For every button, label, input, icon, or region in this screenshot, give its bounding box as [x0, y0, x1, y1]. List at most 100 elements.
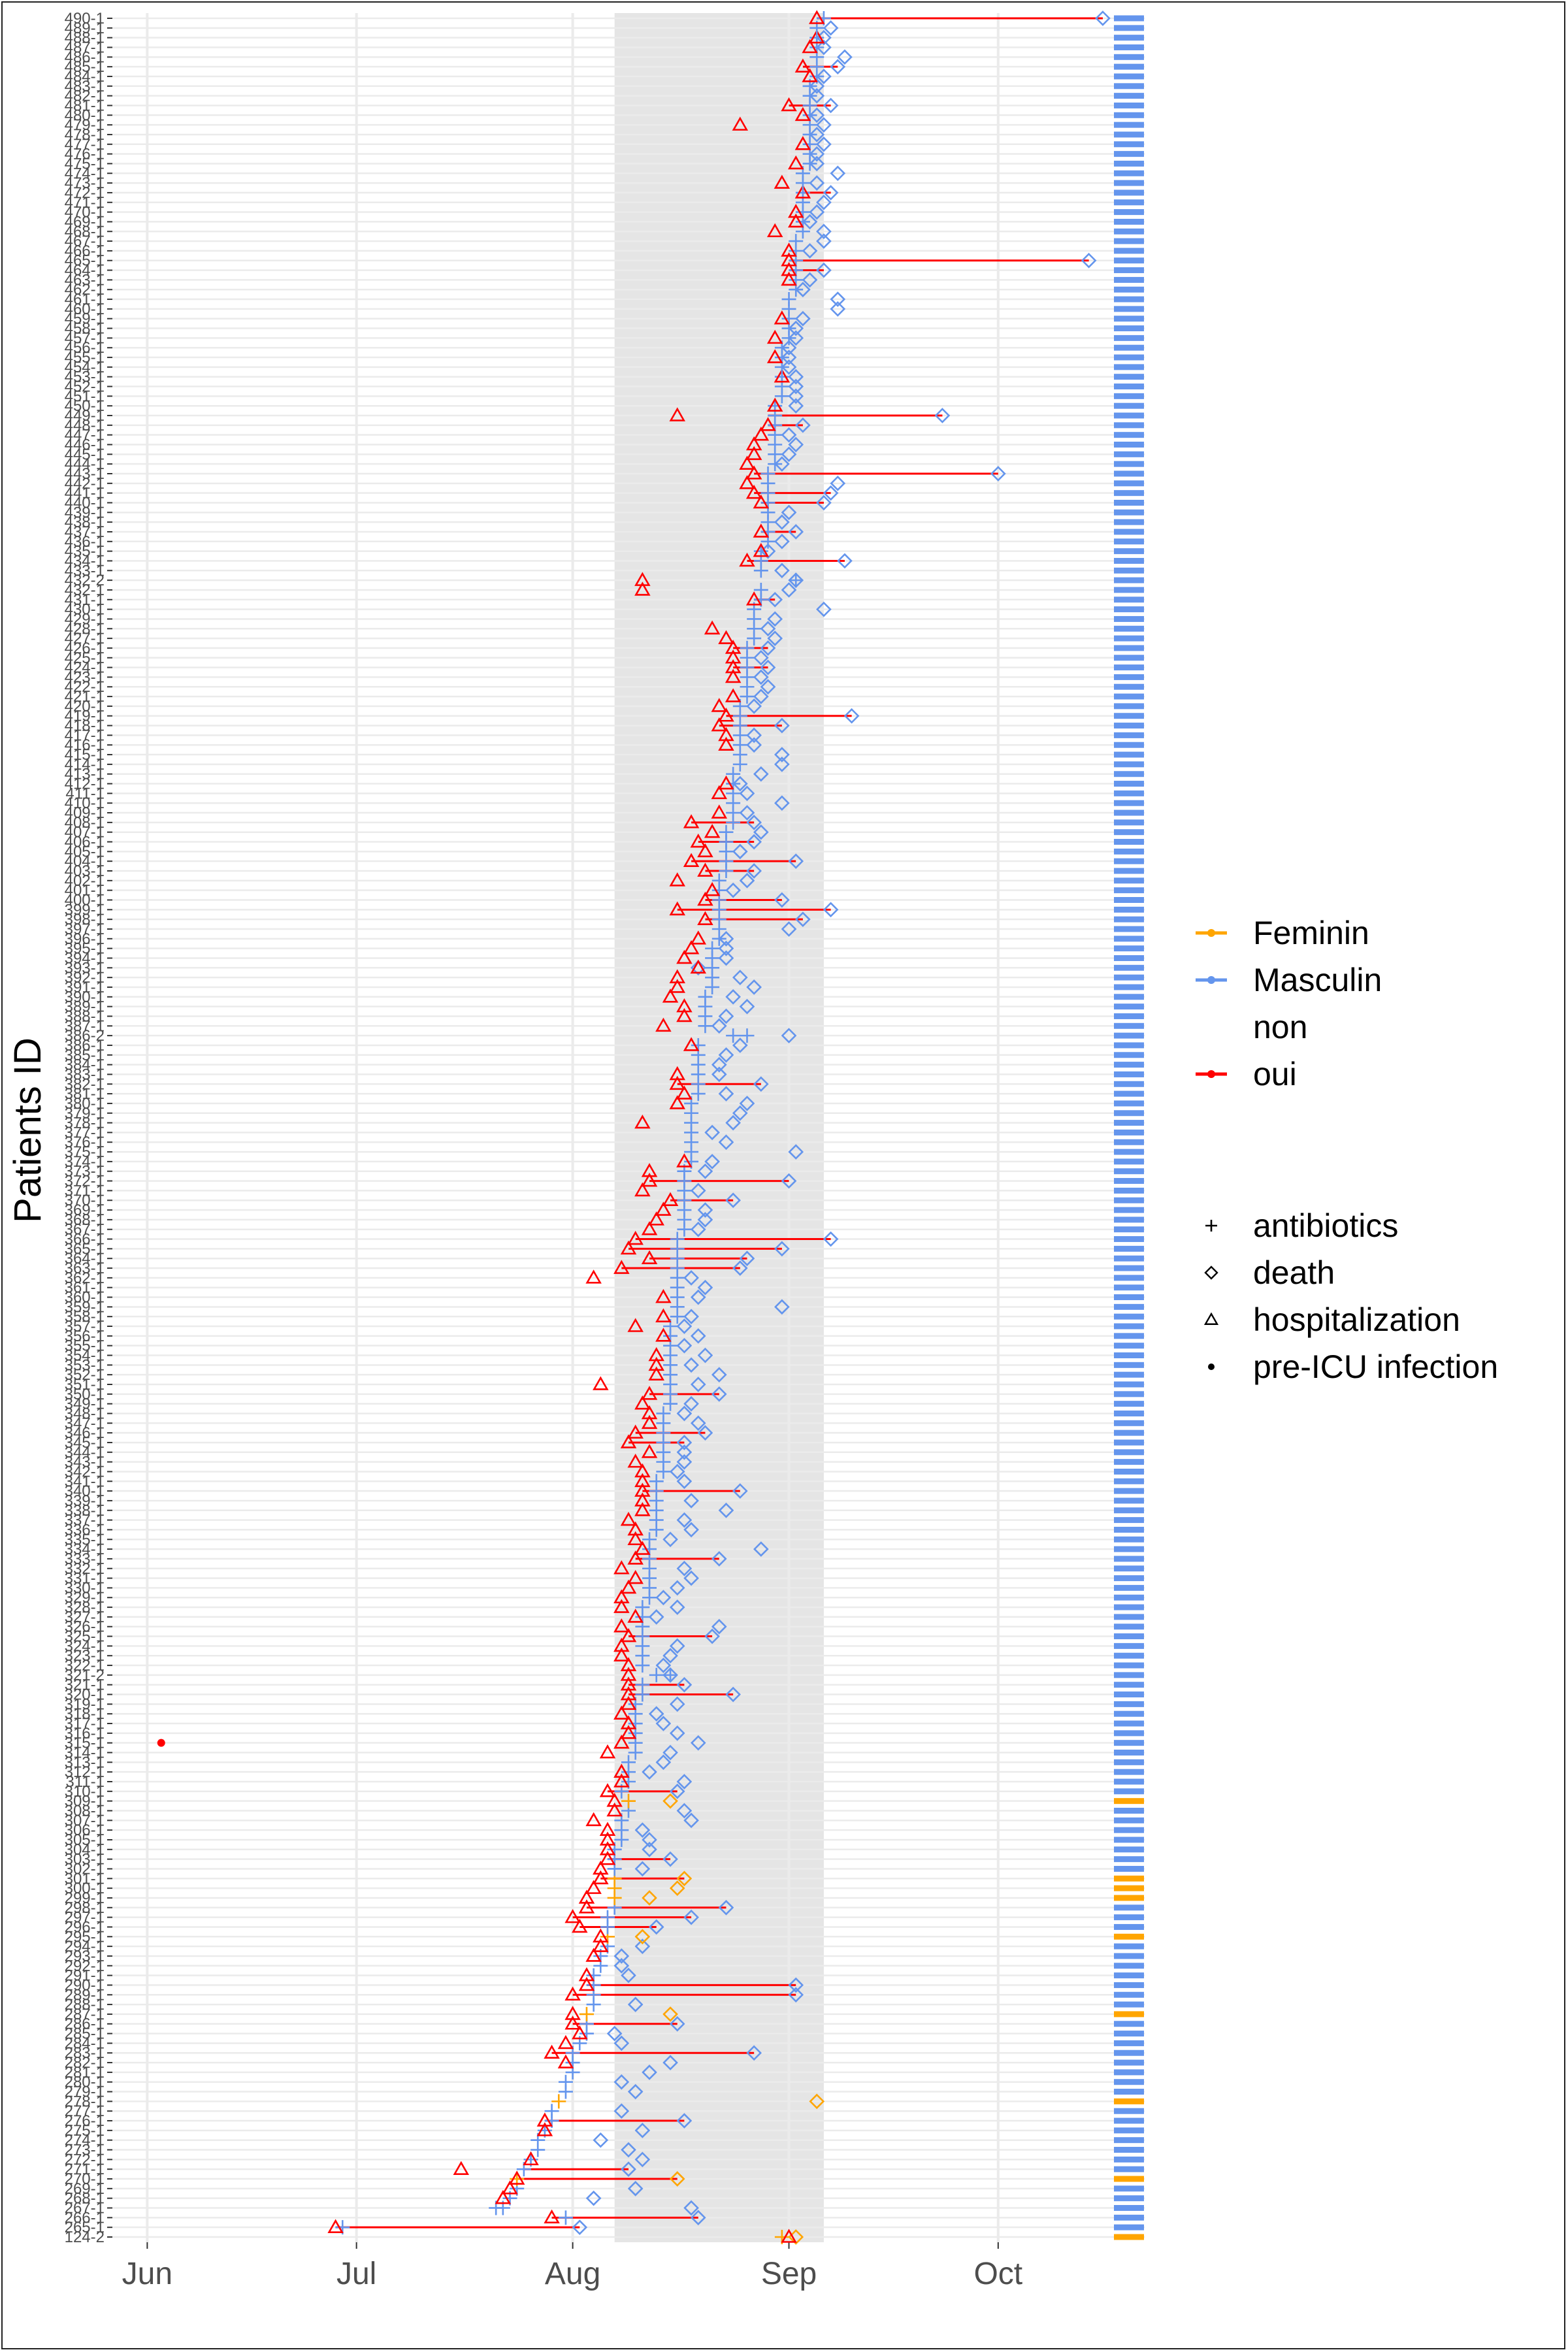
- y-tick-label: 489-1: [65, 20, 105, 37]
- death-point: [739, 1096, 755, 1111]
- hospitalization-point: [676, 949, 693, 964]
- death-point: [718, 940, 734, 956]
- y-tick-label: 477-1: [65, 136, 105, 154]
- y-tick-label: 344-1: [65, 1444, 105, 1462]
- y-tick-label: 325-1: [65, 1628, 105, 1646]
- death-point: [781, 340, 797, 356]
- death-point: [634, 1861, 651, 1877]
- hospitalization-point: [634, 1541, 651, 1555]
- death-point: [676, 1435, 693, 1450]
- hospitalization-point: [627, 1609, 644, 1623]
- sex-strip-segment: [1114, 587, 1144, 593]
- sex-strip-segment: [1114, 781, 1144, 787]
- hospitalization-point: [725, 649, 742, 664]
- death-point: [809, 146, 825, 162]
- antibiotics-point: [579, 2006, 594, 2021]
- death-point: [676, 1454, 693, 1470]
- y-tick-label: 304-1: [65, 1841, 105, 1859]
- death-point: [683, 1522, 699, 1538]
- sex-strip-segment: [1114, 964, 1144, 971]
- sex-strip-segment: [1114, 1904, 1144, 1911]
- hospitalization-point: [620, 1725, 637, 1739]
- y-tick-label: 324-1: [65, 1637, 105, 1655]
- sex-strip-segment: [1114, 461, 1144, 467]
- death-point: [760, 640, 776, 656]
- y-tick-label: 320-1: [65, 1686, 105, 1704]
- sex-strip-segment: [1114, 703, 1144, 710]
- sex-strip-segment: [1114, 557, 1144, 564]
- sex-strip-segment: [1114, 1245, 1144, 1252]
- death-point: [683, 1357, 699, 1373]
- death-point: [669, 1696, 685, 1712]
- sex-strip-segment: [1114, 1914, 1144, 1921]
- hospitalization-point: [578, 1976, 595, 1991]
- hospitalization-point: [572, 2025, 588, 2040]
- death-point: [621, 2161, 636, 2178]
- sex-strip-segment: [1114, 209, 1144, 216]
- death-point: [676, 1774, 693, 1789]
- sex-strip-segment: [1114, 742, 1144, 748]
- hospitalization-point: [634, 581, 651, 596]
- sex-strip-segment: [1114, 1875, 1144, 1882]
- death-point: [662, 1793, 678, 1809]
- y-tick-label: 308-1: [65, 1802, 105, 1820]
- y-tick-label: 446-1: [65, 436, 105, 454]
- y-tick-label: 483-1: [65, 78, 105, 95]
- sex-strip-segment: [1114, 529, 1144, 535]
- y-tick-label: 413-1: [65, 766, 105, 783]
- hospitalization-point: [606, 1793, 623, 1807]
- y-tick-label: 398-1: [65, 911, 105, 928]
- y-tick-label: 439-1: [65, 504, 105, 521]
- y-tick-label: 421-1: [65, 688, 105, 706]
- sex-strip-segment: [1114, 2108, 1144, 2114]
- sex-strip-segment: [1114, 306, 1144, 312]
- y-tick-label: 412-1: [65, 776, 105, 793]
- sex-strip-segment: [1114, 257, 1144, 264]
- death-point: [669, 1599, 685, 1615]
- sex-strip-segment: [1114, 713, 1144, 719]
- death-point: [823, 97, 839, 114]
- death-point: [823, 485, 839, 501]
- sex-strip-segment: [1114, 442, 1144, 448]
- death-point: [739, 805, 755, 821]
- sex-strip-segment: [1114, 1933, 1144, 1940]
- death-point: [795, 310, 811, 327]
- death-point: [711, 1056, 727, 1073]
- x-axis-ticks: Jun Jul Aug Sep Oct: [122, 2242, 1022, 2291]
- death-point: [697, 1425, 713, 1441]
- sex-strip-segment: [1114, 218, 1144, 225]
- death-point: [690, 2210, 706, 2226]
- death-point: [676, 2113, 693, 2129]
- death-point: [753, 649, 769, 666]
- sex-strip-segment: [1114, 93, 1144, 99]
- y-axis-ticks: 124-2265-1266-1267-1268-1269-1270-1271-1…: [65, 10, 112, 2246]
- death-point: [642, 1890, 657, 1906]
- death-point: [809, 175, 825, 191]
- hospitalization-point: [613, 1637, 630, 1652]
- antibiotics-point: [635, 1677, 650, 1692]
- y-tick-label: 385-1: [65, 1047, 105, 1064]
- y-tick-label: 314-1: [65, 1744, 105, 1762]
- x-tick-label: Jun: [122, 2257, 172, 2291]
- hospitalization-point: [599, 1744, 616, 1759]
- y-tick-label: 381-1: [65, 1085, 105, 1103]
- sex-strip-segment: [1114, 809, 1144, 816]
- hospitalization-point: [690, 930, 707, 945]
- death-point: [753, 1541, 769, 1557]
- y-tick-label: 319-1: [65, 1695, 105, 1713]
- sex-strip-segment: [1114, 655, 1144, 661]
- hospitalization-point: [620, 1511, 637, 1526]
- death-point: [683, 1812, 699, 1829]
- y-tick-label: 471-1: [65, 194, 105, 212]
- death-point: [774, 795, 790, 811]
- y-tick-label: 315-1: [65, 1735, 105, 1752]
- y-tick-label: 310-1: [65, 1783, 105, 1801]
- hospitalization-point: [453, 2161, 470, 2175]
- death-point: [642, 2065, 657, 2080]
- y-tick-label: 268-1: [65, 2190, 105, 2208]
- death-point: [718, 1047, 734, 1063]
- legend-shape-key: [1203, 1312, 1219, 1325]
- hospitalization-point: [648, 1356, 664, 1371]
- sex-strip-segment: [1114, 538, 1144, 545]
- y-tick-label: 275-1: [65, 2122, 105, 2140]
